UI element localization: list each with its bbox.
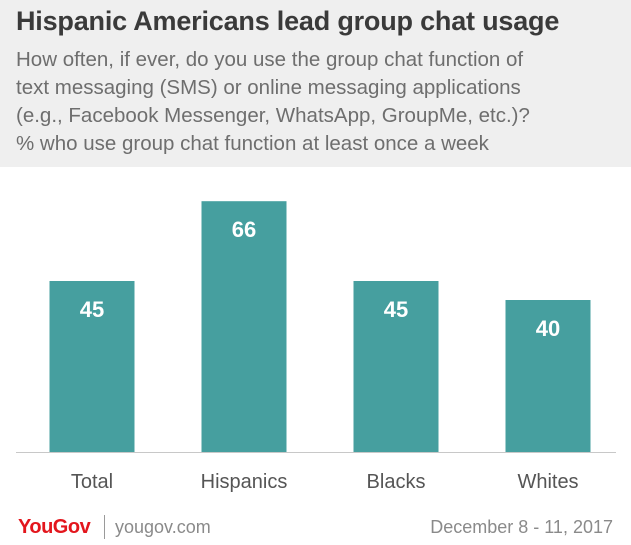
data-label-whites: 40: [536, 316, 560, 341]
footer-site-link[interactable]: yougov.com: [115, 517, 211, 537]
x-tick-label-blacks: Blacks: [367, 471, 426, 493]
bar-hispanics: [201, 201, 287, 452]
yougov-logo: YouGov: [18, 516, 91, 538]
x-tick-label-hispanics: Hispanics: [201, 471, 288, 493]
subtitle-line: How often, if ever, do you use the group…: [16, 48, 524, 71]
bar-total: [49, 281, 135, 452]
bar-blacks: [353, 281, 439, 452]
data-label-hispanics: 66: [232, 217, 256, 242]
survey-date: December 8 - 11, 2017: [430, 517, 613, 537]
header-panel: Hispanic Americans lead group chat usage…: [0, 0, 631, 167]
x-tick-label-whites: Whites: [517, 471, 578, 493]
subtitle-line: % who use group chat function at least o…: [16, 132, 489, 155]
bar-whites: [505, 300, 591, 452]
data-label-total: 45: [80, 297, 104, 322]
data-label-blacks: 45: [384, 297, 408, 322]
chart-title: Hispanic Americans lead group chat usage: [16, 6, 560, 36]
footer-divider: [104, 515, 105, 539]
chart-subtitle: How often, if ever, do you use the group…: [16, 46, 622, 158]
subtitle-line: (e.g., Facebook Messenger, WhatsApp, Gro…: [16, 104, 530, 127]
subtitle-line: text messaging (SMS) or online messaging…: [16, 76, 521, 99]
x-tick-label-total: Total: [71, 471, 113, 493]
